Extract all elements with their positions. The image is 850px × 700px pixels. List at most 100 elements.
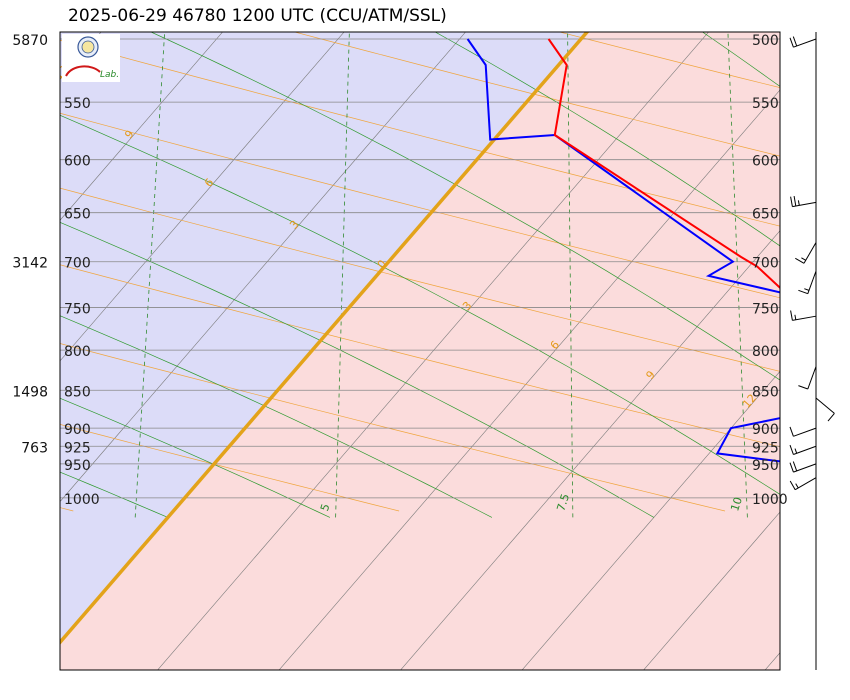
- wind-barb-flag: [793, 196, 797, 207]
- wind-barb-flag: [789, 426, 794, 437]
- wind-barb: [789, 36, 817, 48]
- moist-adiabat-line: [60, 315, 493, 518]
- pressure-label-right: 900: [752, 422, 779, 438]
- wind-barb-staff: [807, 366, 817, 390]
- wind-barb-flag: [789, 480, 796, 490]
- temperature-profile-line: [547, 38, 780, 290]
- height-axis-labels: 5870 3142 1498 763: [12, 33, 48, 456]
- mixing-ratio-label: 5: [318, 502, 333, 513]
- wind-barb: [789, 426, 817, 437]
- below-freezing-region: [60, 32, 588, 670]
- pressure-label-right: 650: [752, 207, 779, 223]
- wind-barb-half-flag: [801, 257, 807, 261]
- pressure-label-right: 500: [752, 33, 779, 49]
- wind-barb-flag: [792, 461, 798, 472]
- chart-title: 2025-06-29 46780 1200 UTC (CCU/ATM/SSL): [68, 6, 447, 26]
- isotherm-line: [643, 511, 780, 670]
- isotherm-line: [60, 32, 466, 503]
- dry-adiabat-line: [60, 424, 400, 512]
- wind-barb-flag: [789, 444, 794, 455]
- moist-adiabat-line: [60, 114, 780, 495]
- isotherm-line: [60, 32, 345, 362]
- dewpoint-profile-line: [466, 38, 780, 463]
- freezing-isotherm-line: [60, 32, 590, 645]
- wind-barb: [798, 366, 817, 390]
- wind-barb: [795, 242, 817, 264]
- dry-adiabat-line: [60, 112, 780, 299]
- plot-area: 12963036912151821242730 2.557.510152025: [0, 12, 850, 670]
- pressure-label-left: 850: [64, 384, 91, 400]
- pressure-label-right: 850: [752, 384, 779, 400]
- pressure-label-left: 900: [64, 422, 91, 438]
- logo-swoosh-icon: [65, 65, 101, 77]
- isobar-grid: [60, 38, 780, 499]
- pressure-label-left: 700: [64, 256, 91, 272]
- pressure-label-left: 750: [64, 301, 91, 317]
- wind-barb-flag: [827, 413, 835, 422]
- pressure-label-right: 700: [752, 256, 779, 272]
- pressure-label-right: 925: [752, 440, 779, 456]
- wind-barb-flag: [790, 196, 793, 207]
- wind-barb-flag: [798, 289, 808, 295]
- height-label: 3142: [12, 256, 48, 272]
- wind-barb-flag: [798, 385, 808, 390]
- wind-barb-staff: [792, 201, 817, 208]
- wind-barb-flag: [792, 36, 798, 47]
- wind-barb: [789, 444, 817, 455]
- isotherm-line: [157, 32, 709, 670]
- pressure-label-right: 750: [752, 301, 779, 317]
- moist-adiabat-line: [0, 12, 6, 517]
- height-label: 5870: [12, 33, 48, 49]
- pressure-label-left: 1000: [64, 492, 100, 508]
- pressure-label-right: 1000: [752, 492, 788, 508]
- mixing-ratio-label: 7.5: [554, 492, 572, 513]
- wind-barb-staff: [792, 315, 817, 321]
- mixing-ratio-line: [831, 12, 850, 517]
- mixing-ratio-label: 10: [728, 495, 745, 512]
- wind-barbs: [789, 36, 835, 491]
- pressure-label-left: 800: [64, 344, 91, 360]
- moist-adiabat-line: [60, 397, 331, 518]
- wind-barb-staff: [794, 477, 817, 491]
- isotherm-grid: [60, 32, 780, 670]
- wind-barb-half-flag: [794, 448, 798, 454]
- plot-border: [59, 31, 781, 671]
- wind-barb-half-flag: [794, 314, 797, 320]
- pressure-label-left: 550: [64, 96, 91, 112]
- pressure-axis-labels: 5005005505506006006506507007007507508008…: [64, 33, 788, 508]
- isotherm-line: [278, 89, 780, 670]
- pressure-label-right: 550: [752, 96, 779, 112]
- dry-adiabat-line: [293, 32, 780, 157]
- wind-barb: [789, 477, 817, 491]
- logo-text: Lab.: [100, 70, 119, 80]
- wind-barb-staff: [793, 427, 817, 437]
- wind-barb: [789, 461, 817, 473]
- wind-barb-flag: [795, 257, 805, 264]
- wind-barb-staff: [793, 463, 817, 473]
- wind-barb-half-flag: [804, 288, 810, 291]
- moist-adiabat-grid: [0, 12, 780, 518]
- pressure-label-right: 600: [752, 154, 779, 170]
- wind-barb-staff: [793, 38, 817, 48]
- moist-adiabat-line: [150, 32, 780, 381]
- isotherm-line: [521, 370, 780, 670]
- pressure-label-right: 950: [752, 458, 779, 474]
- pressure-label-left: 600: [64, 154, 91, 170]
- above-freezing-region: [60, 32, 780, 670]
- pressure-label-left: 925: [64, 440, 91, 456]
- moist-adiabat-line: [60, 221, 655, 518]
- pressure-label-left: 650: [64, 207, 91, 223]
- wind-barb-staff: [815, 397, 835, 414]
- wind-barb: [815, 397, 835, 422]
- wind-barb-half-flag: [797, 200, 800, 206]
- pressure-label-right: 800: [752, 344, 779, 360]
- dry-adiabat-line: [60, 39, 780, 227]
- isotherm-line: [400, 230, 780, 670]
- moist-adiabat-line: [434, 32, 780, 247]
- height-label: 763: [21, 440, 48, 456]
- wind-barb: [798, 270, 817, 295]
- mixing-ratio-labels: 2.557.510152025: [318, 492, 745, 513]
- wind-barb: [790, 310, 817, 321]
- lab-logo: Lab.: [62, 34, 120, 82]
